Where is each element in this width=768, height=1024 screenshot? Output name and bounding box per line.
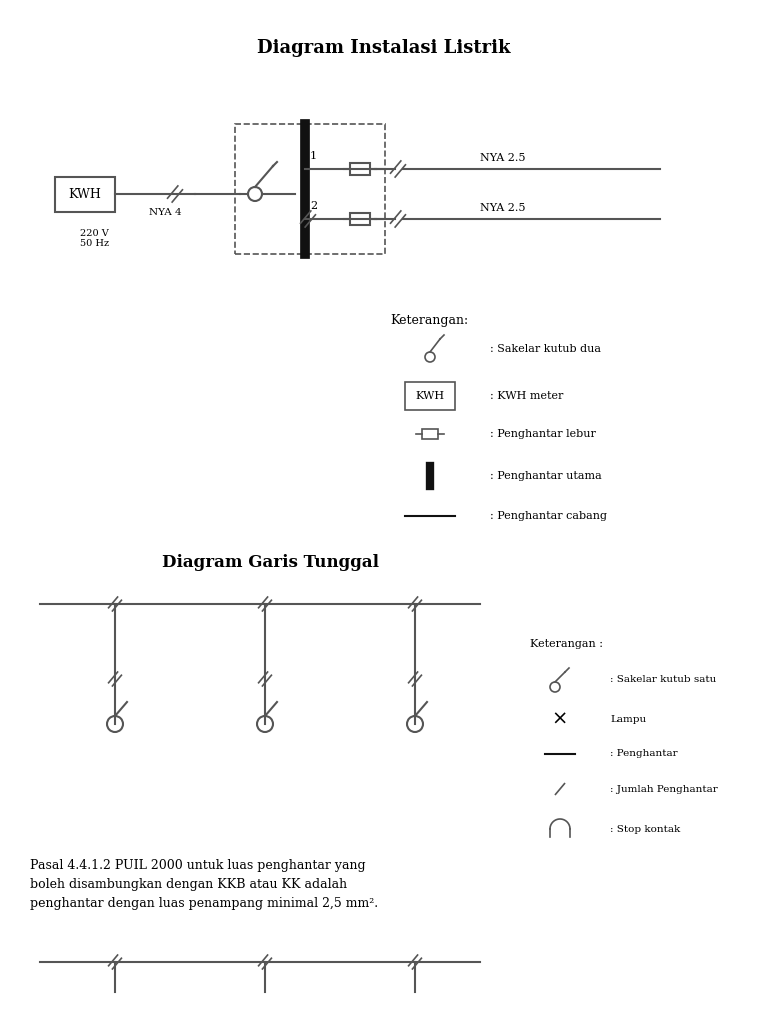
Text: NYA 2.5: NYA 2.5: [480, 153, 525, 163]
Bar: [55, 176, 115, 212]
Text: NYA 2.5: NYA 2.5: [480, 203, 525, 213]
Text: Pasal 4.4.1.2 PUIL 2000 untuk luas penghantar yang
boleh disambungkan dengan KKB: Pasal 4.4.1.2 PUIL 2000 untuk luas pengh…: [30, 859, 378, 910]
Text: : Sakelar kutub satu: : Sakelar kutub satu: [610, 675, 717, 683]
Text: : Penghantar lebur: : Penghantar lebur: [490, 429, 596, 439]
Text: : Sakelar kutub dua: : Sakelar kutub dua: [490, 344, 601, 354]
Text: Diagram Instalasi Listrik: Diagram Instalasi Listrik: [257, 39, 511, 57]
Bar: [235, 124, 385, 254]
Text: 1: 1: [310, 151, 317, 161]
Text: KWH: KWH: [68, 187, 101, 201]
Bar: [350, 163, 370, 175]
Text: : Penghantar utama: : Penghantar utama: [490, 471, 602, 481]
Text: : Penghantar: : Penghantar: [610, 750, 677, 759]
Text: 2: 2: [310, 201, 317, 211]
Text: : Penghantar cabang: : Penghantar cabang: [490, 511, 607, 521]
Text: NYA 4: NYA 4: [149, 208, 181, 217]
Text: : KWH meter: : KWH meter: [490, 391, 564, 401]
Text: KWH: KWH: [415, 391, 445, 401]
Bar: [422, 429, 438, 439]
Text: Keterangan:: Keterangan:: [390, 314, 468, 327]
Text: Lampu: Lampu: [610, 715, 646, 724]
Text: 220 V
50 Hz: 220 V 50 Hz: [80, 229, 109, 249]
Text: ×: ×: [552, 710, 568, 728]
Text: : Stop kontak: : Stop kontak: [610, 824, 680, 834]
Text: : Jumlah Penghantar: : Jumlah Penghantar: [610, 784, 718, 794]
Bar: [350, 213, 370, 225]
Text: Diagram Garis Tunggal: Diagram Garis Tunggal: [161, 554, 379, 571]
Bar: [405, 382, 455, 410]
Text: Keterangan :: Keterangan :: [530, 639, 603, 649]
